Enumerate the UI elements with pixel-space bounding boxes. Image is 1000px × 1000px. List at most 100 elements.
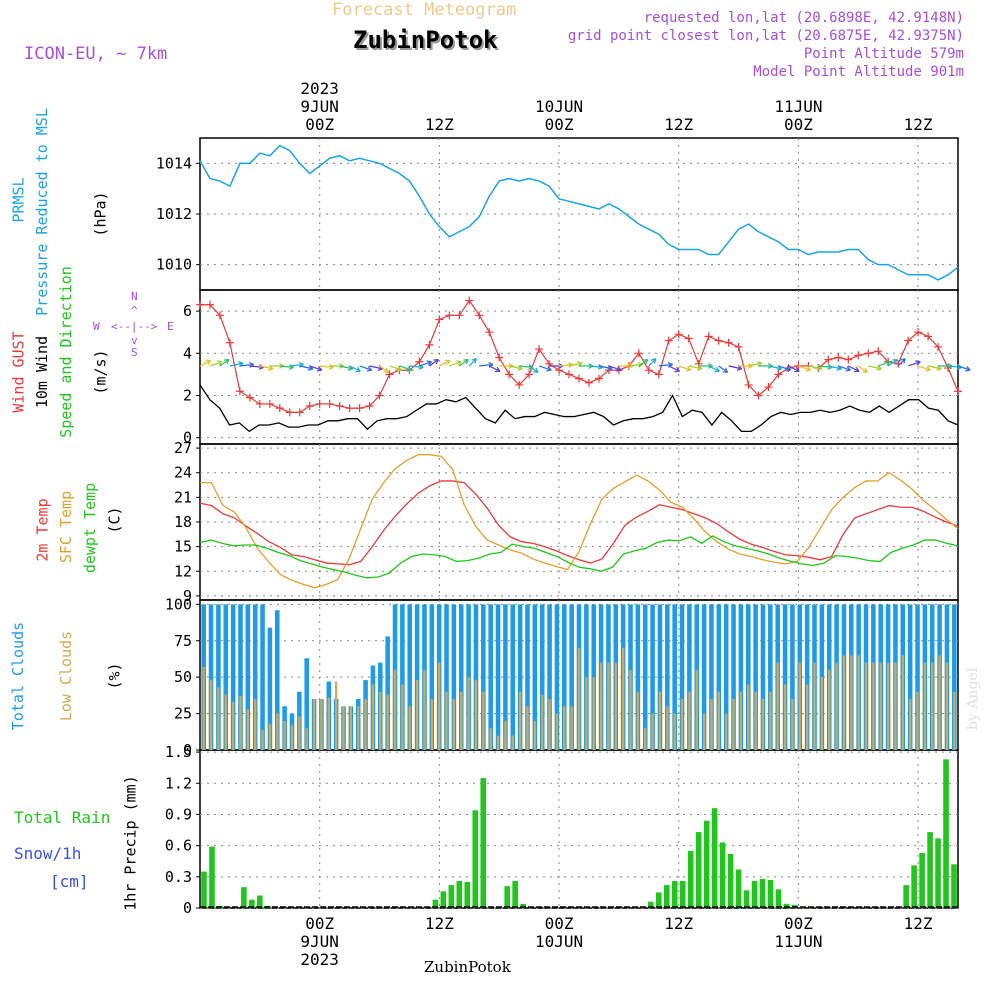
low-cloud-bar xyxy=(916,691,919,750)
total-cloud-bar xyxy=(532,604,538,750)
y-tick-label: 1010 xyxy=(156,256,192,274)
wind-vector xyxy=(808,365,822,370)
wind-vector xyxy=(259,365,274,370)
rain-bar xyxy=(504,886,510,908)
wind-vector xyxy=(708,365,720,372)
total-cloud-bar xyxy=(267,627,273,750)
low-cloud-bar xyxy=(430,699,433,750)
total-cloud-bar xyxy=(753,604,758,750)
gust-marker xyxy=(325,399,334,408)
wind-speed-line xyxy=(199,384,959,433)
rain-bar xyxy=(743,890,750,908)
low-cloud-bar xyxy=(423,669,426,750)
gust-marker xyxy=(235,387,244,396)
total-clouds-label: Total Clouds xyxy=(9,621,28,731)
wind-gust-label: Wind GUST xyxy=(9,331,28,413)
y-tick-label: 0 xyxy=(183,429,192,447)
y-tick-label: 1012 xyxy=(156,205,192,223)
gust-marker xyxy=(355,404,364,413)
low-cloud-bar xyxy=(607,662,610,750)
low-cloud-bar xyxy=(460,691,463,750)
point-altitude: Point Altitude 579m xyxy=(803,46,964,62)
low-cloud-bar xyxy=(268,723,272,750)
y-tick-label: 1.5 xyxy=(165,743,192,761)
low-cloud-bar xyxy=(541,694,544,750)
wind-vector xyxy=(907,361,921,367)
low-cloud-bar xyxy=(872,662,875,750)
total-cloud-bar xyxy=(481,604,486,750)
total-cloud-bar xyxy=(562,604,567,750)
compass-arrow-up: ^ xyxy=(131,304,138,317)
rain-bar xyxy=(719,842,726,908)
wind-vector-head xyxy=(885,360,891,366)
low-cloud-bar xyxy=(261,729,264,750)
wind-vector-head xyxy=(900,358,906,364)
total-cloud-bar xyxy=(701,604,707,750)
rain-bar xyxy=(249,899,255,908)
wind-vector-head xyxy=(862,367,868,374)
wind-vector-head xyxy=(355,366,361,373)
low-cloud-bar xyxy=(445,691,448,750)
total-cloud-bar xyxy=(473,604,479,750)
low-cloud-bar xyxy=(357,706,360,750)
wind-vector xyxy=(778,365,791,371)
rain-bar xyxy=(440,891,447,908)
rain-bar xyxy=(671,880,678,908)
wind-vector xyxy=(409,365,424,369)
y-tick-label: 1.2 xyxy=(165,774,192,792)
wind-vector-head xyxy=(456,360,462,366)
low-cloud-bar xyxy=(533,720,536,750)
gust-marker xyxy=(545,359,554,368)
time-label-bottom: 00Z xyxy=(545,914,574,933)
gust-marker xyxy=(754,391,763,400)
low-cloud-bar xyxy=(408,706,411,750)
gust-marker xyxy=(345,404,354,413)
low-cloud-bar xyxy=(379,691,382,750)
low-cloud-bar xyxy=(783,684,787,750)
low-cloud-bar xyxy=(246,709,249,750)
gust-marker xyxy=(495,353,504,362)
y-tick-label: 0.9 xyxy=(165,805,192,823)
rain-bar xyxy=(903,885,909,908)
snow-label: Snow/1h xyxy=(14,844,82,863)
low-cloud-bar xyxy=(710,699,713,750)
gust-marker xyxy=(584,378,593,387)
wind-vector-head xyxy=(642,358,649,365)
gust-marker xyxy=(764,383,773,392)
total-cloud-bar xyxy=(915,604,920,750)
model-label: ICON-EU, ~ 7km xyxy=(24,44,168,64)
low-cloud-bar xyxy=(702,713,706,750)
wind-vector xyxy=(847,365,860,372)
total-cloud-bar xyxy=(547,604,552,750)
total-cloud-bar xyxy=(635,604,641,750)
low-cloud-bar xyxy=(231,701,235,750)
wind-vector-head xyxy=(845,366,851,372)
y-tick-label: 4 xyxy=(183,344,192,362)
wind-vector xyxy=(947,365,962,369)
total-cloud-bar xyxy=(672,604,677,750)
temp-2m-line xyxy=(199,480,959,566)
product-title: Forecast Meteogram xyxy=(332,0,517,20)
wind-vector xyxy=(509,365,523,370)
rain-bar xyxy=(711,808,718,908)
gust-marker xyxy=(594,374,603,383)
low-cloud-bar xyxy=(585,677,588,750)
low-cloud-bar xyxy=(864,662,868,750)
wind-vector xyxy=(528,365,539,373)
gust-marker xyxy=(425,340,434,349)
total-cloud-bar xyxy=(665,604,670,750)
rain-bar xyxy=(727,853,734,908)
total-cloud-bar xyxy=(304,658,309,750)
pressure-label-unit: (hPa) xyxy=(91,191,110,237)
low-cloud-bar xyxy=(798,662,801,750)
wind-vector xyxy=(877,361,891,367)
low-cloud-bar xyxy=(636,691,640,750)
y-tick-label: 100 xyxy=(165,595,192,613)
gust-marker xyxy=(874,347,883,356)
wind-vector xyxy=(399,365,412,371)
low-cloud-bar xyxy=(761,699,765,750)
rain-bar xyxy=(472,810,479,908)
total-cloud-bar xyxy=(503,604,508,750)
pressure-line xyxy=(199,144,959,281)
total-cloud-bar xyxy=(525,604,530,750)
